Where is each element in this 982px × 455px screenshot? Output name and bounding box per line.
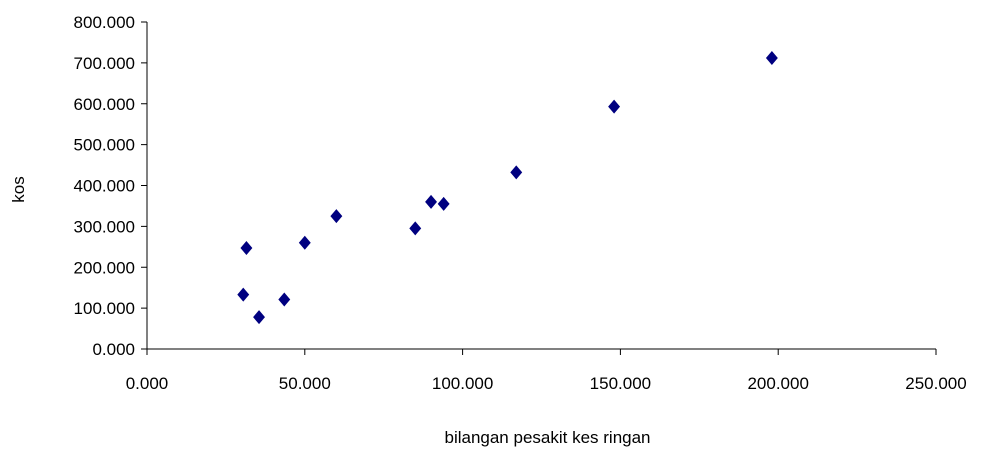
x-tick-label: 200.000 xyxy=(747,374,808,393)
y-tick-label: 500.000 xyxy=(74,136,135,155)
data-point-diamond xyxy=(425,194,437,209)
y-axis-ticks: 0.000 100.000 200.000 300.000 400.000 500.000… xyxy=(74,13,147,359)
y-tick-label: 400.000 xyxy=(74,177,135,196)
data-point-diamond xyxy=(409,221,422,236)
data-point-diamond xyxy=(437,196,450,211)
y-tick-label: 800.000 xyxy=(74,13,135,32)
data-point-diamond xyxy=(765,50,778,65)
x-tick-label: 0.000 xyxy=(126,374,169,393)
data-point-diamond xyxy=(237,287,250,302)
data-point-diamond xyxy=(510,165,523,180)
y-tick-label: 700.000 xyxy=(74,54,135,73)
data-point-diamond xyxy=(253,310,265,325)
x-tick-label: 50.000 xyxy=(279,374,331,393)
y-tick-label: 100.000 xyxy=(74,299,135,318)
y-tick-label: 200.000 xyxy=(74,258,135,277)
x-tick-label: 150.000 xyxy=(590,374,651,393)
data-point-diamond xyxy=(278,292,291,307)
x-tick-label: 250.000 xyxy=(905,374,966,393)
data-point-diamond xyxy=(240,241,253,256)
x-tick-label: 100.000 xyxy=(432,374,493,393)
y-axis-title: kos xyxy=(9,176,28,202)
y-tick-label: 600.000 xyxy=(74,95,135,114)
y-tick-label: 300.000 xyxy=(74,217,135,236)
data-point-diamond xyxy=(608,99,621,114)
x-axis-ticks: 0.000 50.000 100.000 150.000 200.000 250.000 xyxy=(126,349,967,393)
x-axis-title: bilangan pesakit kes ringan xyxy=(444,428,650,447)
y-tick-label: 0.000 xyxy=(92,340,135,359)
data-points xyxy=(237,50,778,325)
data-point-diamond xyxy=(330,209,343,224)
data-point-diamond xyxy=(298,235,311,250)
